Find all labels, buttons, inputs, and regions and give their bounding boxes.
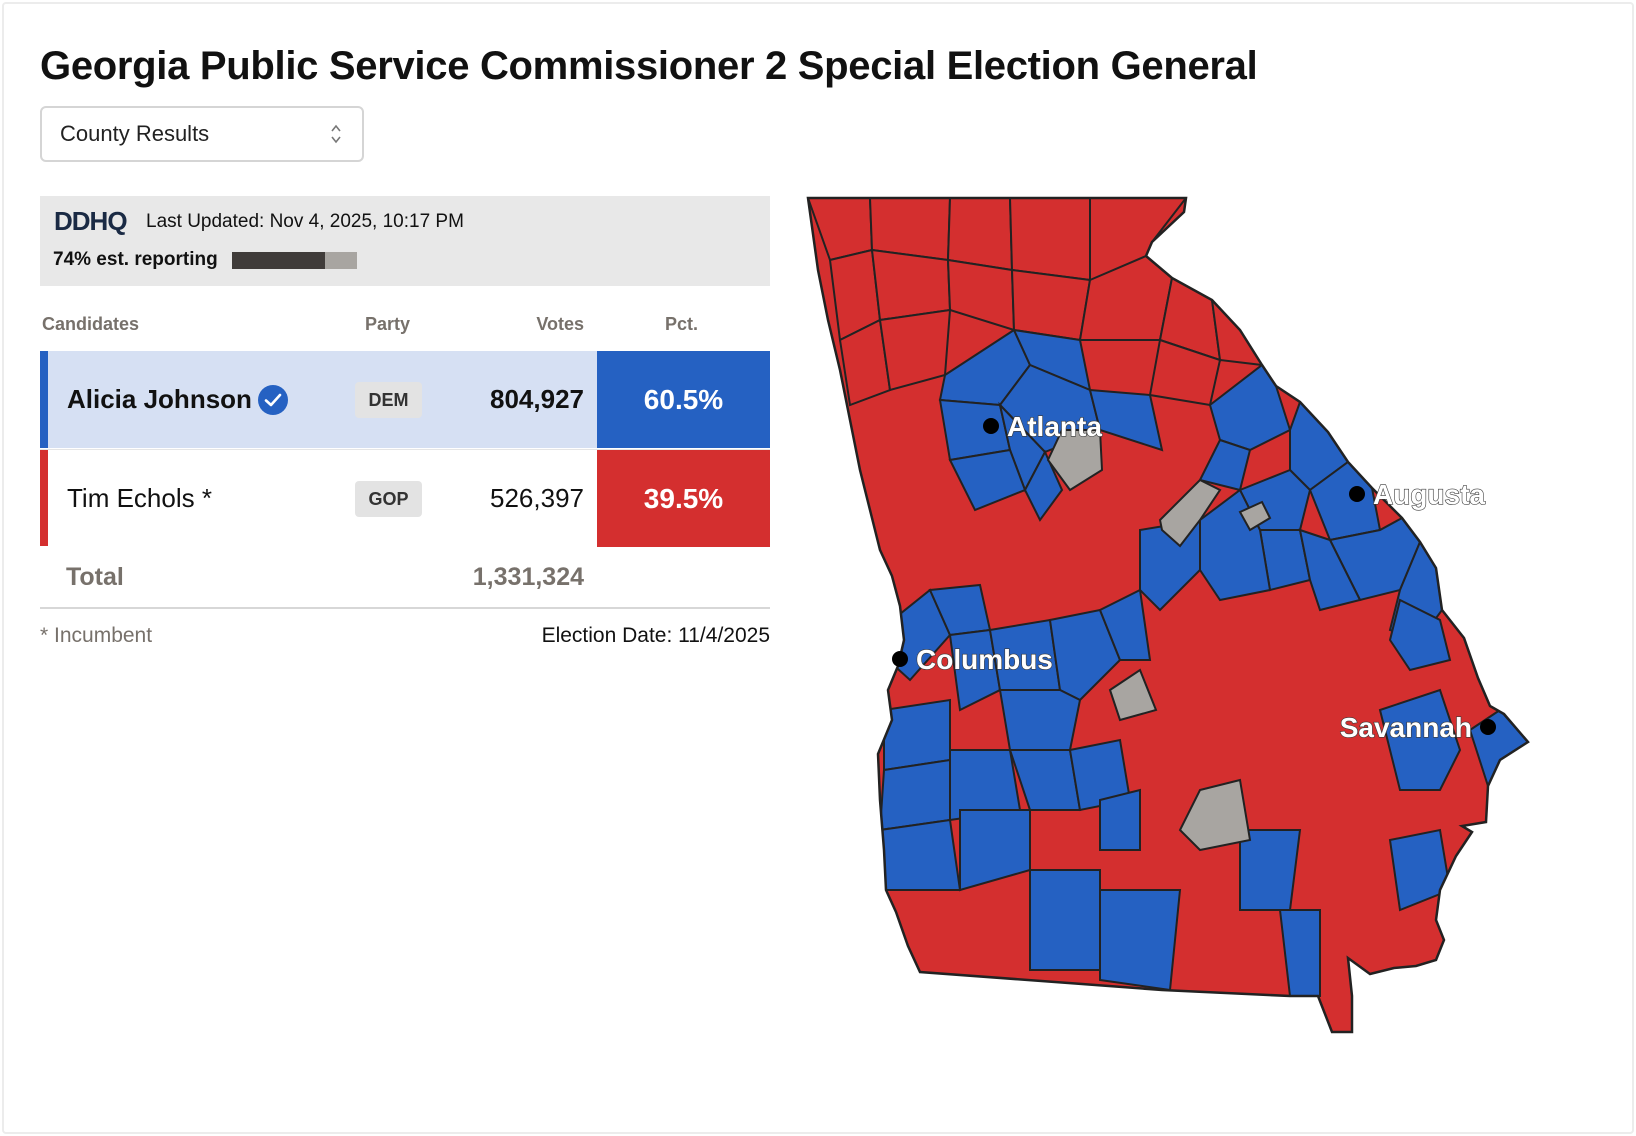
header-votes: Votes (536, 314, 584, 334)
status-bar: DDHQ Last Updated: Nov 4, 2025, 10:17 PM… (40, 196, 770, 286)
candidate-row-johnson: Alicia Johnson DEM 804,927 60.5% (40, 351, 770, 448)
candidate-votes: 804,927 (490, 384, 584, 414)
city-label-savannah: Savannah (1340, 712, 1472, 743)
candidate-votes: 526,397 (490, 483, 584, 513)
header-candidates: Candidates (42, 314, 140, 334)
city-label-atlanta: Atlanta (1007, 411, 1102, 442)
candidate-row-echols: Tim Echols * GOP 526,397 39.5% (40, 449, 770, 547)
party-stripe (40, 351, 48, 448)
candidate-pct: 60.5% (597, 351, 770, 448)
header-party: Party (365, 314, 411, 334)
candidate-name: Tim Echols * (67, 483, 212, 513)
city-augusta: Augusta (1349, 478, 1486, 511)
last-updated: Last Updated: Nov 4, 2025, 10:17 PM (146, 211, 464, 232)
election-date: Election Date: 11/4/2025 (541, 624, 770, 647)
city-label-augusta: Augusta (1373, 479, 1485, 510)
page-title: Georgia Public Service Commissioner 2 Sp… (40, 44, 1258, 88)
chevron-up-down-icon (331, 124, 341, 144)
header-pct: Pct. (665, 314, 699, 334)
city-atlanta: Atlanta (983, 410, 1103, 443)
total-row: Total 1,331,324 (40, 546, 770, 609)
ddhq-logo: DDHQ (54, 206, 128, 236)
city-label-columbus: Columbus (916, 644, 1053, 675)
party-badge: DEM (355, 382, 422, 418)
winner-check-icon (258, 385, 288, 415)
total-votes: 1,331,324 (472, 563, 584, 591)
total-label: Total (66, 563, 124, 591)
reporting-text: 74% est. reporting (53, 249, 218, 270)
reporting-progress-bar (232, 252, 357, 269)
results-view-select[interactable]: County Results (40, 106, 364, 162)
candidate-name: Alicia Johnson (67, 384, 252, 414)
party-stripe (40, 450, 48, 546)
georgia-county-map: Atlanta Augusta Columbus Savannah (806, 196, 1530, 1034)
party-badge: GOP (355, 481, 422, 517)
results-view-select-value: County Results (60, 121, 210, 146)
city-savannah: Savannah (1339, 711, 1496, 744)
incumbent-note: * Incumbent (40, 624, 153, 647)
reporting-progress-fill (232, 252, 325, 269)
candidate-pct: 39.5% (597, 450, 770, 547)
city-columbus: Columbus (892, 643, 1053, 676)
